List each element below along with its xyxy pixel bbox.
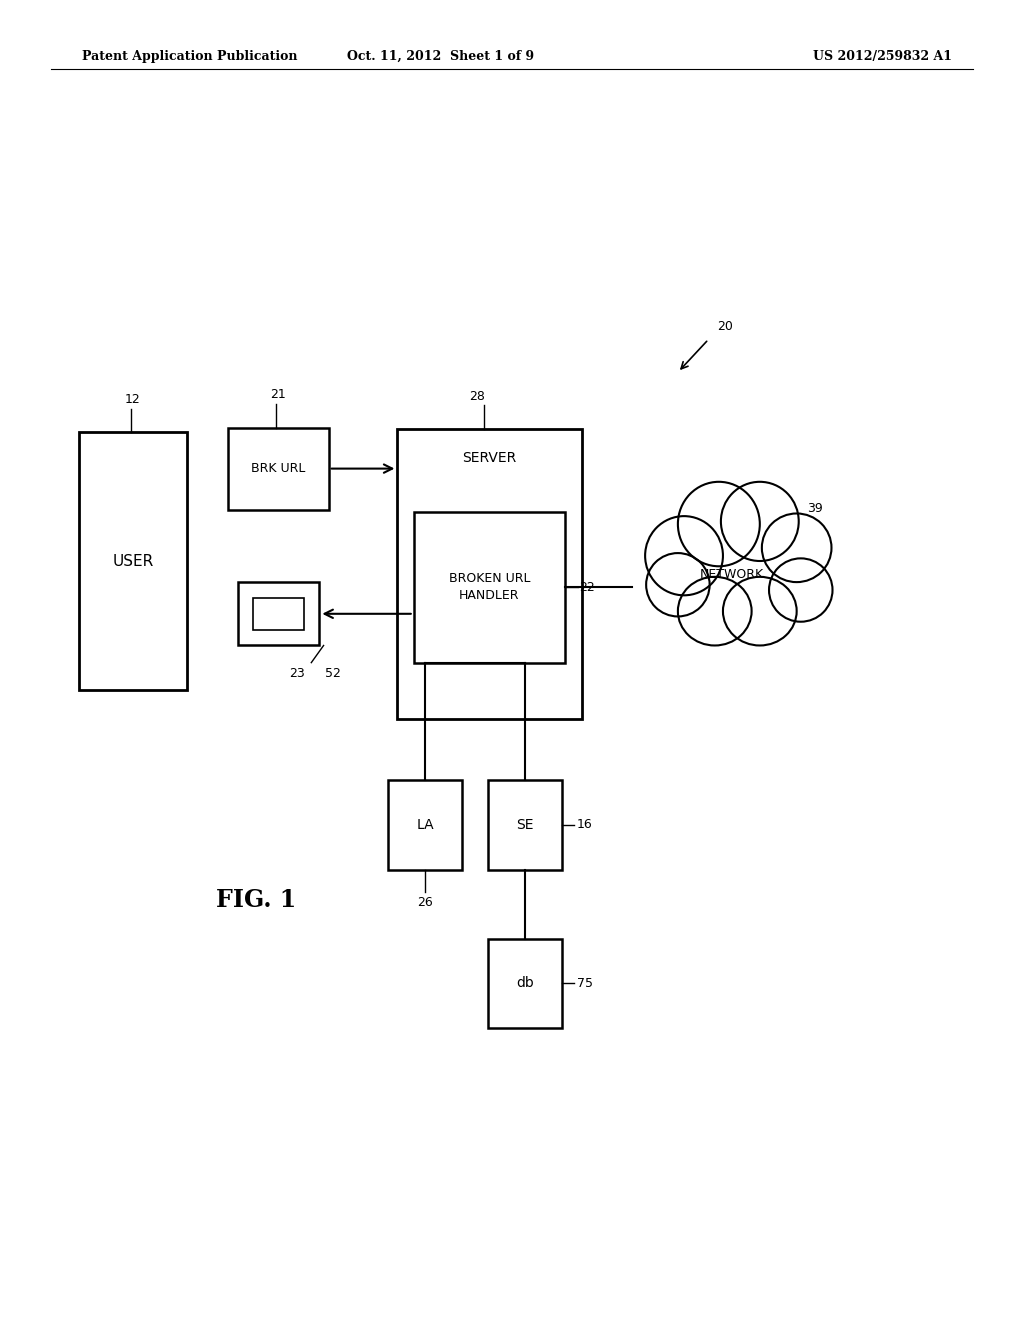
Bar [488, 780, 562, 870]
Text: 12: 12 [125, 393, 140, 407]
Text: 22: 22 [580, 581, 595, 594]
Bar [238, 582, 319, 645]
Ellipse shape [762, 513, 831, 582]
Ellipse shape [645, 516, 723, 595]
Ellipse shape [664, 519, 811, 631]
Text: 39: 39 [807, 502, 822, 515]
Text: US 2012/259832 A1: US 2012/259832 A1 [813, 50, 952, 63]
Ellipse shape [769, 558, 833, 622]
Text: 28: 28 [469, 389, 485, 403]
Ellipse shape [678, 577, 752, 645]
Text: NETWORK: NETWORK [700, 568, 764, 581]
Ellipse shape [678, 482, 760, 566]
Bar [228, 428, 329, 510]
Text: 20: 20 [717, 319, 733, 333]
Text: USER: USER [113, 553, 154, 569]
Ellipse shape [646, 553, 710, 616]
Bar [80, 433, 186, 689]
Text: LA: LA [416, 818, 434, 832]
Text: 23: 23 [289, 667, 304, 680]
Text: 21: 21 [270, 388, 286, 401]
Text: 75: 75 [577, 977, 593, 990]
Text: 26: 26 [417, 896, 433, 909]
Ellipse shape [723, 577, 797, 645]
Text: BROKEN URL
HANDLER: BROKEN URL HANDLER [449, 573, 530, 602]
Bar [397, 429, 582, 719]
Bar [388, 780, 462, 870]
Bar [488, 939, 562, 1028]
Text: 16: 16 [577, 818, 592, 832]
Text: Oct. 11, 2012  Sheet 1 of 9: Oct. 11, 2012 Sheet 1 of 9 [347, 50, 534, 63]
Text: 52: 52 [325, 667, 341, 680]
Bar [414, 511, 565, 663]
Text: SE: SE [516, 818, 535, 832]
Text: db: db [516, 977, 535, 990]
Text: SERVER: SERVER [463, 451, 516, 465]
Text: FIG. 1: FIG. 1 [216, 888, 296, 912]
Ellipse shape [721, 482, 799, 561]
Bar [253, 598, 304, 630]
Text: BRK URL: BRK URL [251, 462, 306, 475]
Text: Patent Application Publication: Patent Application Publication [82, 50, 297, 63]
